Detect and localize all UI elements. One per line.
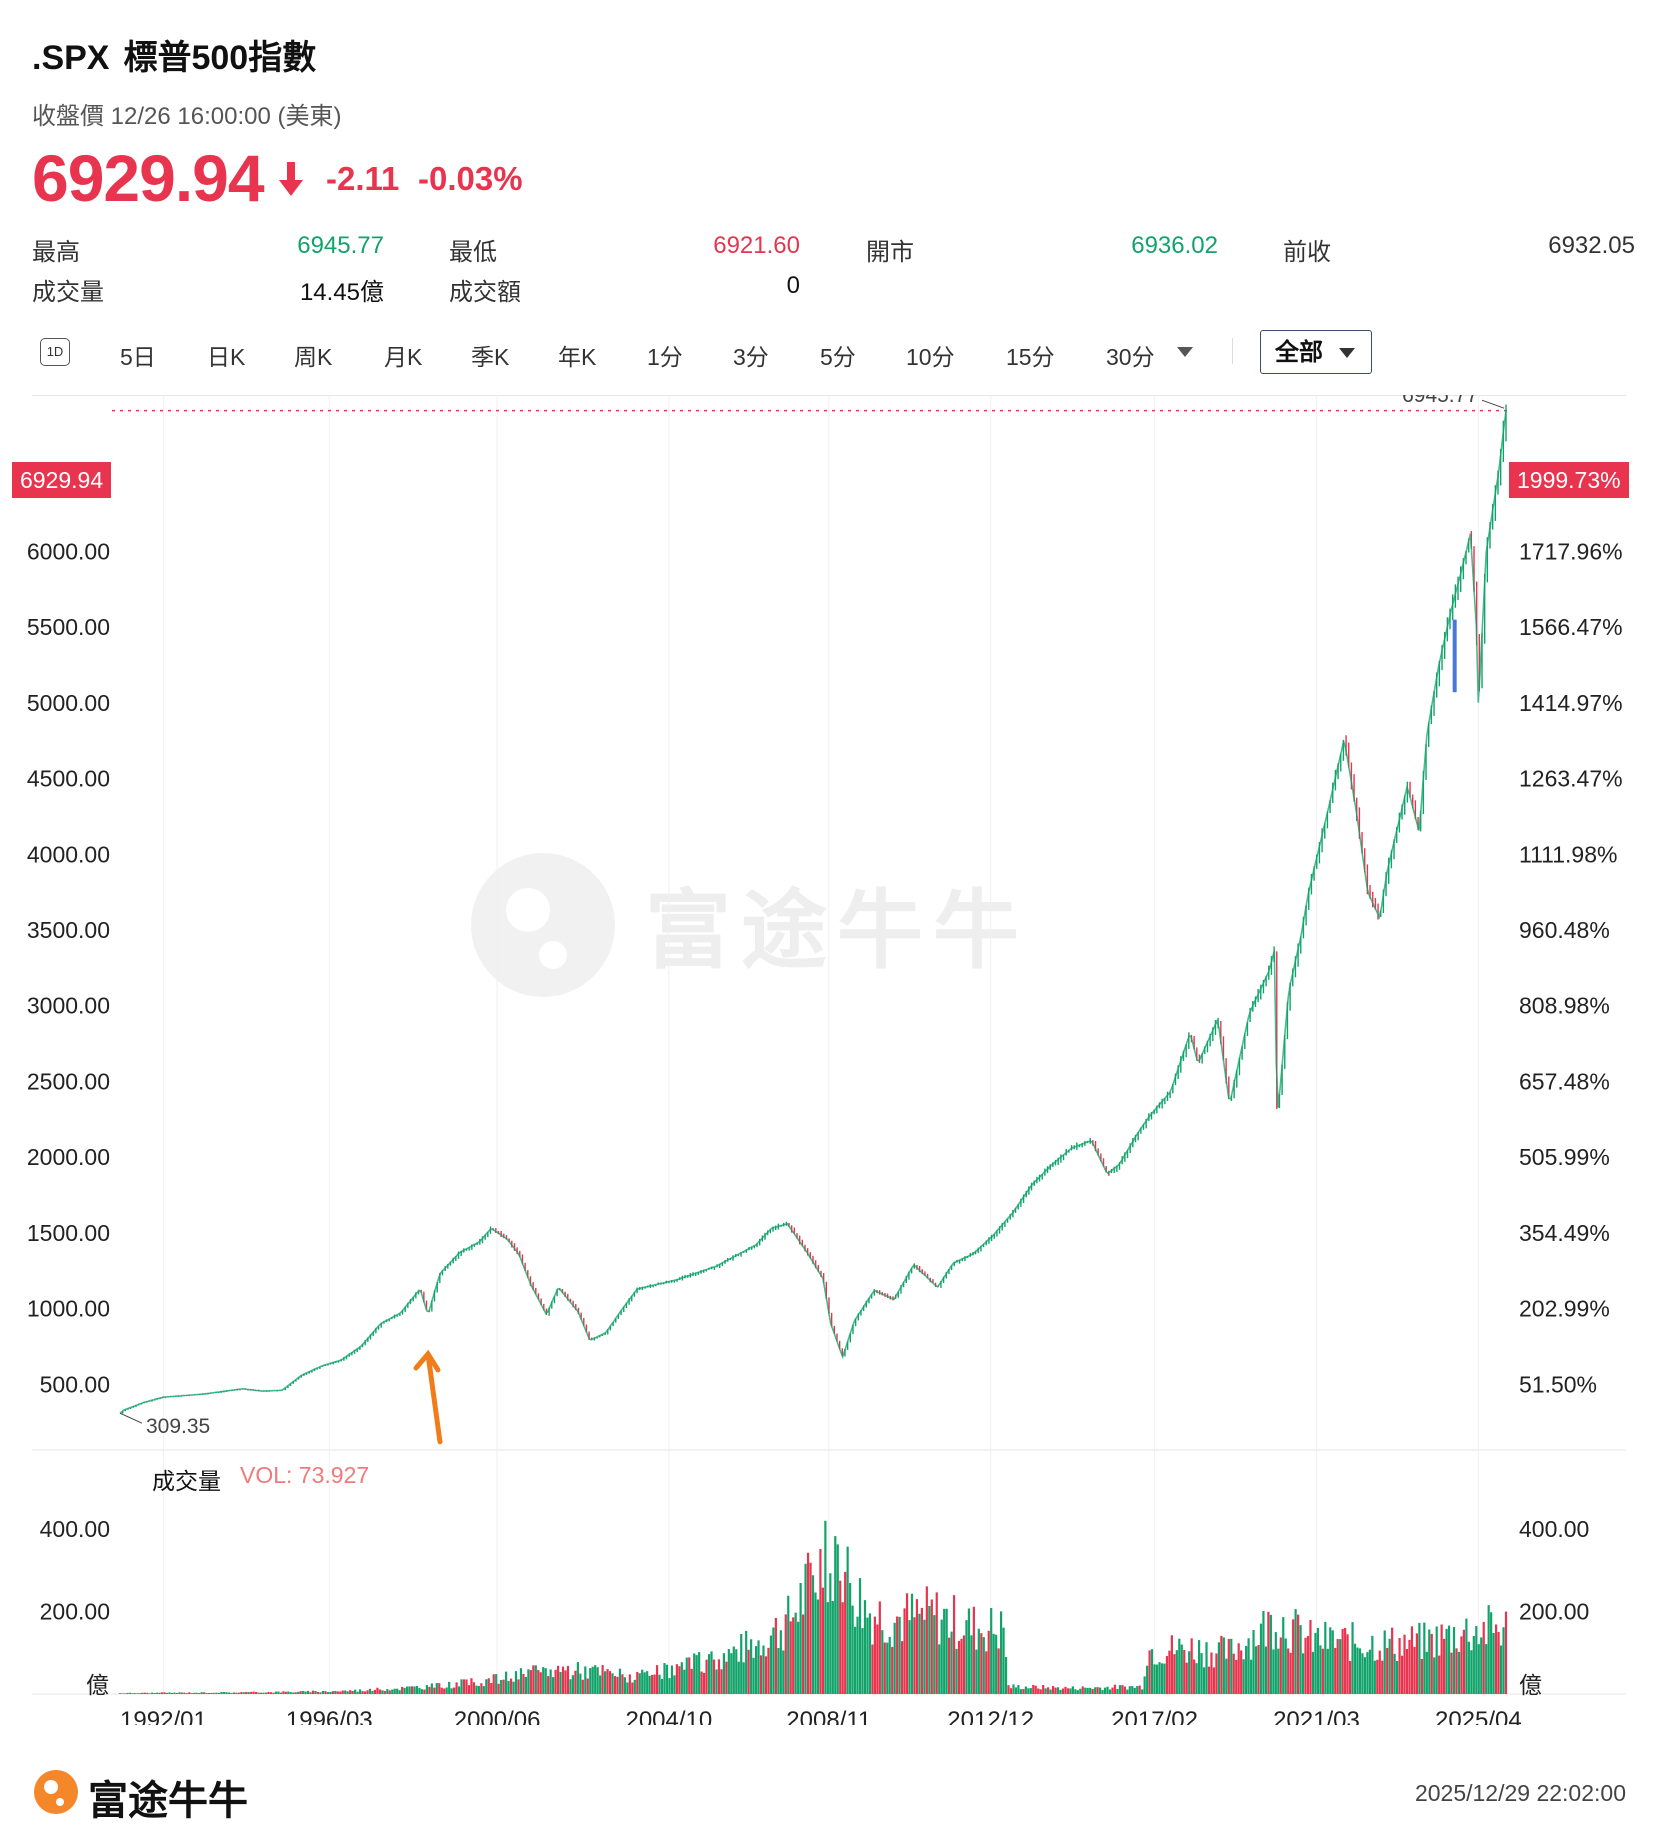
y-tick-label-left: 1500.00 bbox=[27, 1220, 110, 1246]
tab-5min[interactable]: 5分 bbox=[820, 344, 856, 370]
prev-close-label: 前收 bbox=[1283, 239, 1331, 266]
futu-logo-icon bbox=[34, 1770, 78, 1814]
volume-unit-right: 億 bbox=[1519, 1672, 1542, 1698]
y-tick-label-right: 808.98% bbox=[1519, 993, 1610, 1019]
y-tick-label-right: 354.49% bbox=[1519, 1220, 1610, 1246]
last-price-tag: 6929.94 bbox=[12, 462, 112, 498]
low-label: 最低 bbox=[449, 239, 497, 266]
turnover-value: 0 bbox=[786, 272, 800, 299]
y-tick-label-right: 1111.98% bbox=[1519, 841, 1617, 867]
volume-panel-label: 成交量 bbox=[152, 1468, 221, 1494]
y-tick-label-left: 5500.00 bbox=[27, 614, 110, 640]
symbol-title: .SPX 標普500指數 bbox=[32, 30, 330, 79]
watermark-text: 富途牛牛 bbox=[645, 883, 1029, 979]
x-tick-label: 2008/11 bbox=[786, 1707, 871, 1725]
volume-tick-right: 200.00 bbox=[1519, 1598, 1589, 1624]
tab-1min[interactable]: 1分 bbox=[647, 344, 683, 370]
x-tick-label: 2012/12 bbox=[947, 1707, 1034, 1725]
close-time: 收盤價 12/26 16:00:00 (美東) bbox=[32, 103, 342, 130]
annotation-arrow-shaft bbox=[425, 1351, 443, 1445]
volume-tick-right: 400.00 bbox=[1519, 1516, 1589, 1542]
y-tick-label-right: 51.50% bbox=[1519, 1371, 1597, 1397]
volume-unit-left: 億 bbox=[86, 1672, 109, 1698]
y-tick-label-left: 2000.00 bbox=[27, 1144, 110, 1170]
high-label: 最高 bbox=[32, 239, 80, 266]
tab-yearly[interactable]: 年K bbox=[558, 344, 597, 370]
toolbar-divider bbox=[1232, 338, 1233, 364]
tab-15min[interactable]: 15分 bbox=[1006, 344, 1055, 370]
price-chart[interactable]: 1992/01 1996/03 2000/06 2004/10 2008/11 2012/… bbox=[0, 395, 1656, 1725]
y-tick-label-left: 2500.00 bbox=[27, 1068, 110, 1094]
tab-30min[interactable]: 30分 bbox=[1106, 344, 1155, 370]
y-tick-label-left: 3000.00 bbox=[27, 993, 110, 1019]
max-value-label: 6945.77 bbox=[1402, 395, 1478, 407]
index-name: 標普500指數 bbox=[123, 39, 317, 77]
low-value: 6921.60 bbox=[713, 232, 800, 259]
x-tick-label: 2004/10 bbox=[625, 1707, 712, 1725]
annotation-arrow-head bbox=[413, 1349, 441, 1373]
turnover-label: 成交額 bbox=[449, 279, 521, 306]
y-tick-label-right: 1717.96% bbox=[1519, 538, 1623, 564]
ticker-symbol: .SPX bbox=[32, 39, 110, 77]
min-leader-line bbox=[119, 1412, 143, 1424]
tab-weekly[interactable]: 周K bbox=[294, 344, 333, 370]
price-line bbox=[119, 410, 1507, 1414]
x-tick-label: 1992/01 bbox=[120, 1707, 207, 1725]
arrow-down-icon bbox=[279, 162, 303, 196]
tab-10min[interactable]: 10分 bbox=[906, 344, 955, 370]
price-change: -2.11 bbox=[326, 160, 400, 197]
chevron-down-icon[interactable] bbox=[1177, 347, 1193, 357]
volume-value: 14.45億 bbox=[299, 279, 384, 306]
y-tick-label-right: 657.48% bbox=[1519, 1068, 1610, 1094]
y-tick-label-left: 500.00 bbox=[40, 1371, 110, 1397]
high-value: 6945.77 bbox=[297, 232, 384, 259]
range-selected-label: 全部 bbox=[1275, 339, 1323, 366]
x-tick-label: 2021/03 bbox=[1273, 1707, 1360, 1725]
price-change-percent: -0.03% bbox=[418, 160, 523, 197]
tab-quarterly[interactable]: 季K bbox=[471, 344, 510, 370]
brand-watermark-icon bbox=[471, 853, 615, 997]
max-leader-line bbox=[1481, 399, 1505, 409]
open-label: 開市 bbox=[866, 239, 914, 266]
intraday-icon[interactable]: 1D bbox=[40, 338, 70, 366]
x-tick-label: 1996/03 bbox=[286, 1707, 373, 1725]
y-tick-label-left: 4500.00 bbox=[27, 766, 110, 792]
volume-panel-value: VOL: 73.927 bbox=[240, 1462, 370, 1488]
range-selector[interactable]: 全部 bbox=[1260, 330, 1372, 374]
y-tick-label-left: 6000.00 bbox=[27, 538, 110, 564]
footer-brand: 富途牛牛 bbox=[88, 1779, 248, 1823]
y-tick-label-left: 1000.00 bbox=[27, 1296, 110, 1322]
x-tick-label: 2000/06 bbox=[454, 1707, 541, 1725]
prev-close-value: 6932.05 bbox=[1548, 232, 1635, 259]
volume-tick-left: 400.00 bbox=[40, 1516, 110, 1542]
open-value: 6936.02 bbox=[1131, 232, 1218, 259]
y-tick-label-right: 1566.47% bbox=[1519, 614, 1623, 640]
y-tick-label-left: 3500.00 bbox=[27, 917, 110, 943]
y-tick-label-right: 505.99% bbox=[1519, 1144, 1610, 1170]
y-tick-label-left: 5000.00 bbox=[27, 690, 110, 716]
tab-3min[interactable]: 3分 bbox=[733, 344, 769, 370]
chevron-down-icon bbox=[1339, 348, 1355, 358]
y-tick-label-right: 1263.47% bbox=[1519, 766, 1623, 792]
x-tick-label: 2017/02 bbox=[1111, 1707, 1198, 1725]
y-tick-label-left: 4000.00 bbox=[27, 841, 110, 867]
min-value-label: 309.35 bbox=[146, 1415, 210, 1438]
last-price: 6929.94 bbox=[32, 141, 265, 215]
last-percent-tag: 1999.73% bbox=[1509, 462, 1629, 498]
tab-monthly[interactable]: 月K bbox=[384, 344, 423, 370]
y-tick-label-right: 1414.97% bbox=[1519, 690, 1623, 716]
volume-tick-left: 200.00 bbox=[40, 1598, 110, 1624]
tab-5day[interactable]: 5日 bbox=[120, 344, 156, 370]
y-tick-label-right: 960.48% bbox=[1519, 917, 1610, 943]
y-tick-label-right: 202.99% bbox=[1519, 1296, 1610, 1322]
footer-timestamp: 2025/12/29 22:02:00 bbox=[1414, 1780, 1626, 1806]
volume-label: 成交量 bbox=[32, 279, 104, 306]
tab-daily[interactable]: 日K bbox=[207, 344, 246, 370]
x-tick-label: 2025/04 bbox=[1435, 1707, 1522, 1725]
